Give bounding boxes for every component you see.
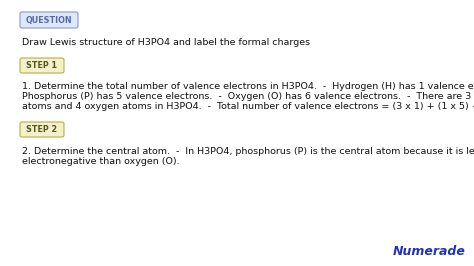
FancyBboxPatch shape <box>20 58 64 73</box>
Text: electronegative than oxygen (O).: electronegative than oxygen (O). <box>22 157 180 166</box>
Text: STEP 1: STEP 1 <box>27 61 57 70</box>
Text: 1. Determine the total number of valence electrons in H3PO4.  -  Hydrogen (H) ha: 1. Determine the total number of valence… <box>22 82 474 91</box>
Text: QUESTION: QUESTION <box>26 15 73 24</box>
FancyBboxPatch shape <box>20 122 64 137</box>
Text: Draw Lewis structure of H3PO4 and label the formal charges: Draw Lewis structure of H3PO4 and label … <box>22 38 310 47</box>
Text: STEP 2: STEP 2 <box>27 125 57 134</box>
Text: Phosphorus (P) has 5 valence electrons.  -  Oxygen (O) has 6 valence electrons. : Phosphorus (P) has 5 valence electrons. … <box>22 92 474 101</box>
Text: Numerade: Numerade <box>393 245 466 258</box>
Text: atoms and 4 oxygen atoms in H3PO4.  -  Total number of valence electrons = (3 x : atoms and 4 oxygen atoms in H3PO4. - Tot… <box>22 102 474 111</box>
FancyBboxPatch shape <box>20 12 78 28</box>
Text: 2. Determine the central atom.  -  In H3PO4, phosphorus (P) is the central atom : 2. Determine the central atom. - In H3PO… <box>22 147 474 156</box>
